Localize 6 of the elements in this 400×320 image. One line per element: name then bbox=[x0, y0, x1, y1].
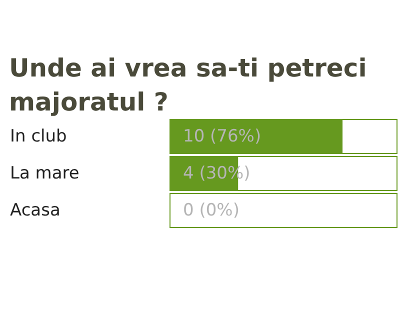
y-tick-label: Acasa bbox=[10, 200, 60, 220]
chart-title: Unde ai vrea sa-ti petreci majoratul ? bbox=[9, 54, 376, 116]
data-label: 10 (76%) bbox=[183, 126, 262, 146]
y-tick-label: La mare bbox=[10, 164, 80, 184]
data-label: 0 (0%) bbox=[183, 200, 240, 220]
y-tick-label: In club bbox=[10, 126, 67, 146]
